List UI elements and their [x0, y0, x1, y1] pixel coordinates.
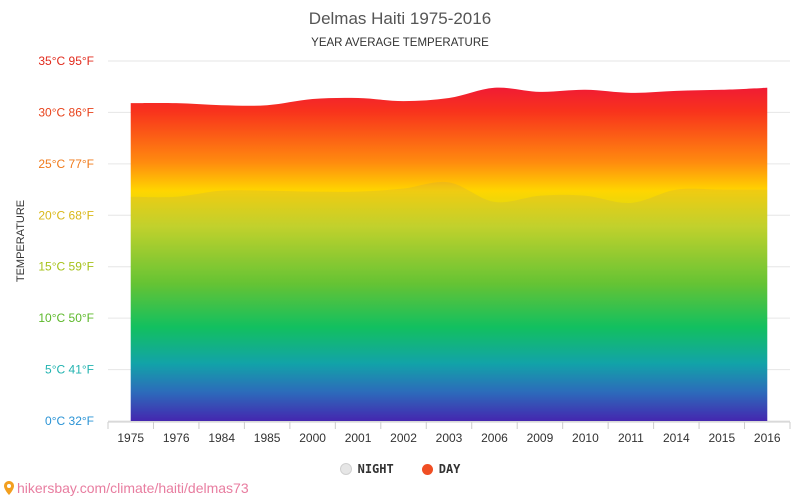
x-tick-label-1985: 1985	[254, 431, 281, 445]
point-day-2011[interactable]	[628, 90, 634, 96]
x-tick-label-2006: 2006	[481, 431, 508, 445]
x-tick-label-2000: 2000	[299, 431, 326, 445]
y-tick-label-0: 0°C 32°F	[45, 414, 94, 428]
point-night-2014[interactable]	[673, 187, 679, 193]
point-night-1984[interactable]	[219, 188, 225, 194]
point-day-1976[interactable]	[173, 100, 179, 106]
point-night-2003[interactable]	[446, 179, 452, 185]
x-tick-label-2010: 2010	[572, 431, 599, 445]
point-night-2011[interactable]	[628, 200, 634, 206]
x-tick-label-1975: 1975	[117, 431, 144, 445]
y-tick-label-6: 30°C 86°F	[38, 105, 94, 119]
y-tick-label-5: 25°C 77°F	[38, 157, 94, 171]
chart-svg: Delmas Haiti 1975-2016 YEAR AVERAGE TEMP…	[15, 9, 791, 445]
x-tick-label-2014: 2014	[663, 431, 690, 445]
point-day-1984[interactable]	[219, 102, 225, 108]
legend-marker-night	[339, 463, 352, 475]
legend-item-night[interactable]: NIGHT	[339, 462, 394, 476]
x-tick-labels: 1975 1976 1984 1985 2000 2001 2002 2003 2006 2009…	[117, 431, 781, 445]
point-day-2003[interactable]	[446, 95, 452, 101]
point-day-2016[interactable]	[764, 85, 770, 91]
series-day-area[interactable]	[130, 87, 768, 421]
y-tick-label-3: 15°C 59°F	[38, 260, 94, 274]
x-tick-label-2002: 2002	[390, 431, 417, 445]
point-day-2000[interactable]	[310, 96, 316, 102]
legend-marker-day	[421, 463, 433, 475]
point-night-2006[interactable]	[491, 199, 497, 205]
point-night-2016[interactable]	[764, 187, 770, 193]
legend-item-day[interactable]: DAY	[421, 462, 461, 476]
point-day-2006[interactable]	[491, 85, 497, 91]
point-night-2001[interactable]	[355, 189, 361, 195]
y-tick-label-2: 10°C 50°F	[38, 311, 94, 325]
point-night-2000[interactable]	[310, 189, 316, 195]
point-day-2015[interactable]	[719, 87, 725, 93]
point-day-2001[interactable]	[355, 95, 361, 101]
point-night-2002[interactable]	[401, 186, 407, 192]
point-night-2009[interactable]	[537, 193, 543, 199]
x-tick-label-2009: 2009	[527, 431, 554, 445]
point-day-2009[interactable]	[537, 89, 543, 95]
point-day-2002[interactable]	[401, 98, 407, 104]
y-axis-title: TEMPERATURE	[15, 200, 27, 282]
point-night-1975[interactable]	[128, 194, 134, 200]
point-night-2010[interactable]	[582, 193, 588, 199]
x-tick-label-2003: 2003	[436, 431, 463, 445]
x-tick-label-1976: 1976	[163, 431, 190, 445]
y-tick-labels: 0°C 32°F 5°C 41°F 10°C 50°F 15°C 59°F 20°C 6…	[38, 54, 94, 428]
point-night-1985[interactable]	[264, 188, 270, 194]
y-tick-label-4: 20°C 68°F	[38, 208, 94, 222]
point-day-1985[interactable]	[264, 102, 270, 108]
area-layer	[128, 85, 770, 421]
map-pin-icon	[4, 481, 14, 495]
point-day-1975[interactable]	[128, 100, 134, 106]
chart-subtitle: YEAR AVERAGE TEMPERATURE	[311, 37, 489, 49]
chart-title: Delmas Haiti 1975-2016	[309, 9, 491, 28]
x-tick-label-2015: 2015	[708, 431, 735, 445]
y-tick-label-7: 35°C 95°F	[38, 54, 94, 68]
x-tick-label-2001: 2001	[345, 431, 372, 445]
x-tick-label-2016: 2016	[754, 431, 781, 445]
source-credit[interactable]: hikersbay.com/climate/haiti/delmas73	[4, 480, 249, 496]
x-tick-label-2011: 2011	[618, 431, 644, 445]
legend-label-night: NIGHT	[357, 462, 394, 476]
point-night-2015[interactable]	[719, 187, 725, 193]
x-tick-label-1984: 1984	[208, 431, 235, 445]
source-link[interactable]: hikersbay.com/climate/haiti/delmas73	[17, 480, 249, 496]
point-night-1976[interactable]	[173, 194, 179, 200]
y-tick-label-1: 5°C 41°F	[45, 363, 94, 377]
legend-label-day: DAY	[438, 462, 461, 476]
legend: NIGHT DAY	[0, 462, 800, 476]
point-day-2014[interactable]	[673, 88, 679, 94]
series-night-area[interactable]	[130, 181, 768, 421]
point-day-2010[interactable]	[582, 87, 588, 93]
